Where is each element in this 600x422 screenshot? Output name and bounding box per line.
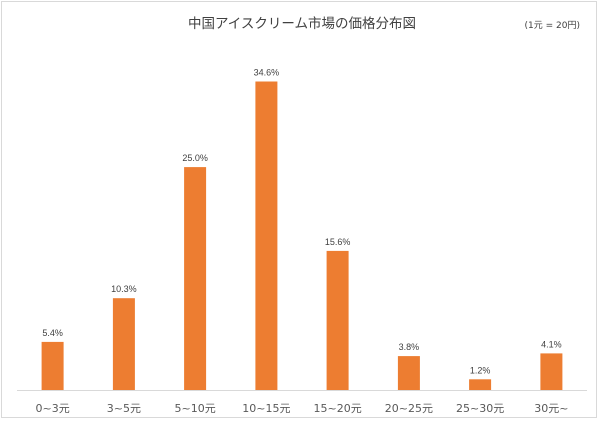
data-label-7: 4.1%: [541, 339, 562, 349]
x-tick-label-0: 0~3元: [35, 402, 69, 415]
x-tick-labels: 0~3元 3~5元 5~10元 10~15元 15~20元 20~25元 25~30元 30元…: [35, 402, 568, 415]
bar-5: [397, 356, 420, 390]
data-label-0: 5.4%: [42, 328, 63, 338]
x-tick-label-7: 30元~: [534, 402, 568, 415]
x-tick-label-5: 20~25元: [385, 402, 433, 415]
bar-1: [112, 298, 135, 390]
x-tick-label-3: 10~15元: [242, 402, 290, 415]
bars-layer: [41, 81, 563, 390]
data-label-1: 10.3%: [111, 284, 137, 294]
data-label-3: 34.6%: [254, 68, 280, 78]
data-label-4: 15.6%: [325, 237, 351, 247]
data-labels-layer: 5.4% 10.3% 25.0% 34.6% 15.6% 3.8% 1.2% 4.1%: [42, 68, 561, 376]
x-tick-label-2: 5~10元: [174, 402, 215, 415]
bar-7: [540, 353, 563, 390]
data-label-5: 3.8%: [399, 342, 420, 352]
chart-title: 中国アイスクリーム市場の価格分布図: [188, 15, 416, 32]
bar-4: [326, 250, 349, 390]
bar-0: [41, 341, 64, 390]
data-label-6: 1.2%: [470, 365, 491, 375]
data-label-2: 25.0%: [182, 153, 208, 163]
bar-3: [255, 81, 278, 390]
bar-6: [469, 379, 492, 390]
x-tick-label-6: 25~30元: [456, 402, 504, 415]
currency-note: (1元 = 20円): [525, 20, 580, 31]
x-tick-label-1: 3~5元: [107, 402, 141, 415]
x-tick-label-4: 15~20元: [313, 402, 361, 415]
bar-2: [184, 167, 207, 390]
